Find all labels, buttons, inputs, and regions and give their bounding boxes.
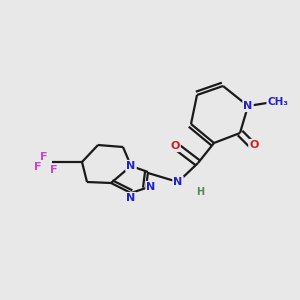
Text: N: N — [243, 101, 253, 111]
Text: F: F — [40, 152, 48, 162]
Text: H: H — [196, 187, 204, 197]
Text: N: N — [173, 177, 183, 187]
Text: N: N — [146, 182, 156, 192]
Text: O: O — [249, 140, 259, 150]
Text: O: O — [170, 141, 180, 151]
Text: F: F — [34, 162, 42, 172]
Text: F: F — [50, 165, 58, 175]
Text: CH₃: CH₃ — [268, 97, 289, 107]
Text: N: N — [126, 161, 136, 171]
Text: N: N — [126, 193, 136, 203]
